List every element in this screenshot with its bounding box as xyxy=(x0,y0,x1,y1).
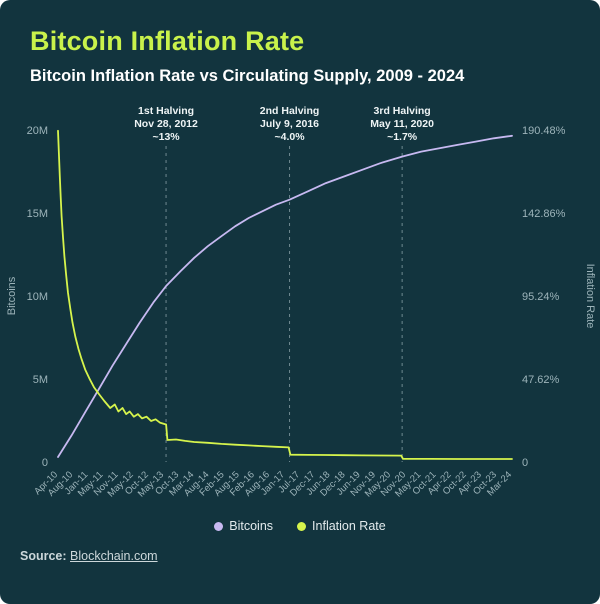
right-axis-tick: 95.24% xyxy=(522,291,560,303)
inflation-rate-line xyxy=(57,129,513,460)
left-axis-tick: 0 xyxy=(42,457,48,469)
right-axis-tick: 47.62% xyxy=(522,374,560,386)
halving-annotation: May 11, 2020 xyxy=(370,118,434,130)
halving-annotation: ~1.7% xyxy=(387,131,418,143)
right-axis-tick: 190.48% xyxy=(522,125,566,137)
halving-annotation: Nov 28, 2012 xyxy=(134,118,198,130)
halving-annotation: 1st Halving xyxy=(138,105,194,117)
halving-annotation: ~13% xyxy=(152,131,180,143)
legend-item-inflation-rate: Inflation Rate xyxy=(297,519,386,533)
legend-label-bitcoins: Bitcoins xyxy=(229,519,274,533)
left-axis-title: Bitcoins xyxy=(6,276,18,315)
legend-item-bitcoins: Bitcoins xyxy=(214,519,273,533)
inflation-legend-dot-icon xyxy=(297,521,307,531)
left-axis-tick: 20M xyxy=(27,125,48,137)
source-label: Source: xyxy=(20,549,67,563)
chart-legend: Bitcoins Inflation Rate xyxy=(0,519,600,533)
left-axis-tick: 10M xyxy=(27,291,48,303)
chart-subtitle: Bitcoin Inflation Rate vs Circulating Su… xyxy=(30,67,465,85)
right-axis-title: Inflation Rate xyxy=(584,264,596,329)
halving-annotation: 3rd Halving xyxy=(374,105,431,117)
chart-container: 0 5M 10M 15M 20M 0 47.62% 95.24% 142.86% 190.48% A… xyxy=(0,94,600,519)
bitcoins-line xyxy=(57,134,513,458)
left-axis-tick: 5M xyxy=(33,374,48,386)
source-link[interactable]: Blockchain.com xyxy=(70,549,158,563)
chart-area: 05M10M15M20M047.62%95.24%142.86%190.48%A… xyxy=(6,105,596,500)
halving-annotation: ~4.0% xyxy=(275,131,306,143)
right-axis-tick: 0 xyxy=(522,457,528,469)
source-attribution: Source: Blockchain.com xyxy=(20,549,600,563)
page-title: Bitcoin Inflation Rate xyxy=(30,26,305,56)
right-axis-tick: 142.86% xyxy=(522,208,566,220)
halving-annotation: 2nd Halving xyxy=(260,105,320,117)
left-axis-tick: 15M xyxy=(27,208,48,220)
bitcoins-legend-dot-icon xyxy=(214,521,224,531)
legend-label-inflation-rate: Inflation Rate xyxy=(312,519,386,533)
halving-annotation: July 9, 2016 xyxy=(260,118,319,130)
